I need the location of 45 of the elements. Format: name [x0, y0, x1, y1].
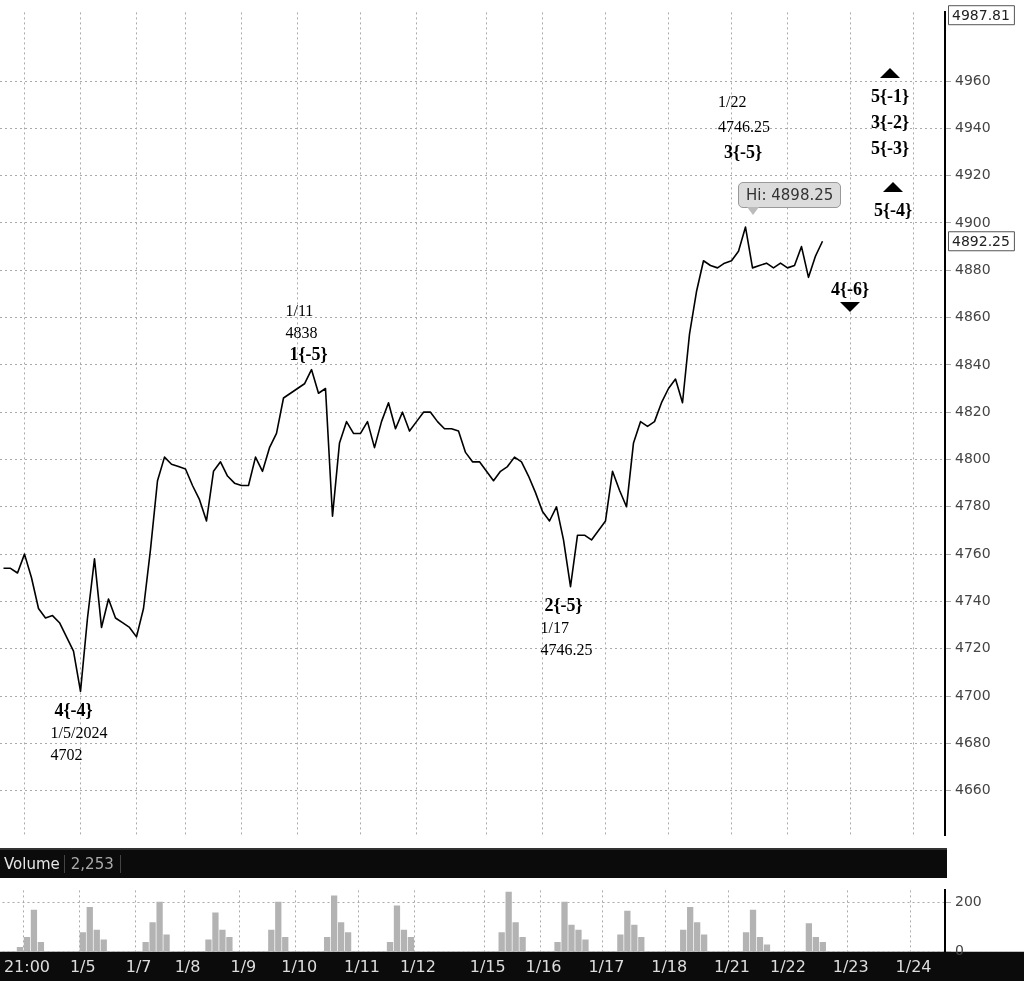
annotation: 5{-1} 3{-2} 5{-3} — [870, 85, 910, 158]
x-tick-label: 1/23 — [832, 956, 869, 976]
y-tick-label: 4680 — [955, 733, 991, 750]
y-tick-label: 4820 — [955, 402, 991, 419]
y-tick-label: 4900 — [955, 213, 991, 230]
y-tick-label: 4800 — [955, 450, 991, 467]
x-tick-label: 1/5 — [69, 956, 96, 976]
x-tick-label: 1/22 — [769, 956, 806, 976]
y-tick-label: 4780 — [955, 497, 991, 514]
x-tick-label: 1/18 — [651, 956, 688, 976]
y-tick-label: 4720 — [955, 639, 991, 656]
text: 2,253 — [63, 855, 121, 873]
y-tick-label: 4880 — [955, 260, 991, 277]
annotation: 2{-5} 1/17 4746.25 — [540, 595, 593, 658]
x-tick-label: 1/11 — [344, 956, 381, 976]
y-tick-label: 200 — [955, 893, 982, 910]
x-tick-label: 1/16 — [525, 956, 562, 976]
x-tick-label: 1/8 — [174, 956, 201, 976]
annotation: 1/22 4746.25 3{-5} — [718, 93, 770, 162]
y-tick-label: 4960 — [955, 71, 991, 88]
y-tick-label: 4740 — [955, 592, 991, 609]
y-tick-label: 4760 — [955, 544, 991, 561]
y-tick-label: 4660 — [955, 781, 991, 798]
annotation: 4{-6} — [830, 278, 870, 299]
x-tick-label: 1/15 — [469, 956, 506, 976]
annotation: 4{-4} 1/5/2024 4702 — [50, 699, 108, 763]
y-tick-label: 4700 — [955, 686, 991, 703]
y-tick-label: 4940 — [955, 118, 991, 135]
y-tick-label: 4987.81 — [952, 6, 1010, 23]
annotation: 5{-4} — [873, 199, 913, 220]
x-tick-label: 21:00 — [3, 956, 50, 976]
annotation: 1/11 4838 1{-5} — [285, 301, 328, 365]
y-tick-label: 4920 — [955, 166, 991, 183]
y-tick-label: 4860 — [955, 308, 991, 325]
y-tick-label: 4892.25 — [952, 232, 1010, 249]
x-tick-label: 1/24 — [895, 956, 932, 976]
x-tick-label: 1/12 — [399, 956, 436, 976]
annotation: Hi: 4898.25 — [738, 182, 842, 208]
x-tick-label: 1/9 — [230, 956, 257, 976]
x-tick-label: 1/17 — [588, 956, 625, 976]
chart-title: Volume — [3, 855, 61, 873]
x-tick-label: 1/21 — [714, 956, 751, 976]
x-tick-label: 1/10 — [281, 956, 318, 976]
x-tick-label: 1/7 — [125, 956, 152, 976]
y-tick-label: 4840 — [955, 355, 991, 372]
